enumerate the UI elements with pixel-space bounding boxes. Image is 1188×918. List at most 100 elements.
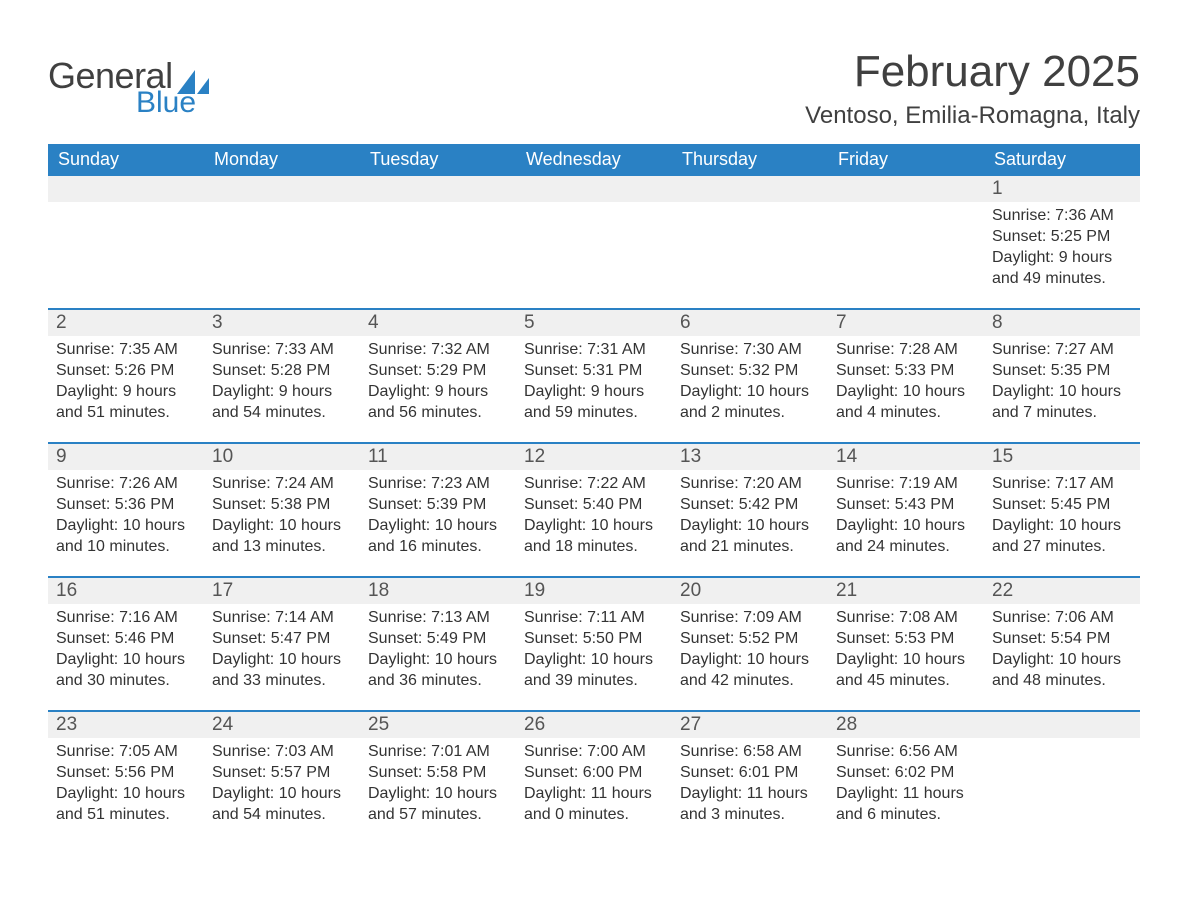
day-number: 19 — [524, 580, 545, 601]
calendar-cell — [516, 176, 672, 294]
daylight-line: Daylight: 9 hours and 56 minutes. — [368, 382, 508, 424]
day-number: 13 — [680, 446, 701, 467]
weekday-header: Saturday — [984, 144, 1140, 176]
day-body — [672, 202, 828, 210]
day-body: Sunrise: 7:13 AMSunset: 5:49 PMDaylight:… — [360, 604, 516, 695]
day-number: 1 — [992, 178, 1003, 199]
calendar-week: 1 Sunrise: 7:36 AMSunset: 5:25 PMDaylight… — [48, 176, 1140, 294]
calendar-cell: 3Sunrise: 7:33 AMSunset: 5:28 PMDaylight… — [204, 310, 360, 428]
day-number-bar: 5 — [516, 310, 672, 336]
day-body: Sunrise: 7:36 AMSunset: 5:25 PMDaylight:… — [984, 202, 1140, 293]
weekday-header: Sunday — [48, 144, 204, 176]
sunrise-line: Sunrise: 7:17 AM — [992, 474, 1132, 495]
sunset-line: Sunset: 5:28 PM — [212, 361, 352, 382]
day-number-bar: 16 — [48, 578, 204, 604]
day-number-bar: 11 — [360, 444, 516, 470]
sunset-line: Sunset: 5:40 PM — [524, 495, 664, 516]
day-number — [56, 178, 61, 199]
day-number-bar: 20 — [672, 578, 828, 604]
day-number: 10 — [212, 446, 233, 467]
sunset-line: Sunset: 5:53 PM — [836, 629, 976, 650]
sunset-line: Sunset: 5:32 PM — [680, 361, 820, 382]
day-body: Sunrise: 7:33 AMSunset: 5:28 PMDaylight:… — [204, 336, 360, 427]
day-number-bar: 12 — [516, 444, 672, 470]
day-number: 2 — [56, 312, 67, 333]
sunrise-line: Sunrise: 6:58 AM — [680, 742, 820, 763]
day-body: Sunrise: 7:26 AMSunset: 5:36 PMDaylight:… — [48, 470, 204, 561]
day-body — [48, 202, 204, 210]
sunrise-line: Sunrise: 7:33 AM — [212, 340, 352, 361]
daylight-line: Daylight: 10 hours and 54 minutes. — [212, 784, 352, 826]
day-number: 21 — [836, 580, 857, 601]
daylight-line: Daylight: 10 hours and 36 minutes. — [368, 650, 508, 692]
daylight-line: Daylight: 11 hours and 0 minutes. — [524, 784, 664, 826]
calendar-cell: 11Sunrise: 7:23 AMSunset: 5:39 PMDayligh… — [360, 444, 516, 562]
sunset-line: Sunset: 5:49 PM — [368, 629, 508, 650]
sunrise-line: Sunrise: 7:01 AM — [368, 742, 508, 763]
day-number-bar: 3 — [204, 310, 360, 336]
sunset-line: Sunset: 5:33 PM — [836, 361, 976, 382]
day-number-bar: 9 — [48, 444, 204, 470]
day-body: Sunrise: 7:08 AMSunset: 5:53 PMDaylight:… — [828, 604, 984, 695]
day-number-bar: 17 — [204, 578, 360, 604]
sunset-line: Sunset: 5:31 PM — [524, 361, 664, 382]
sunset-line: Sunset: 5:46 PM — [56, 629, 196, 650]
sunset-line: Sunset: 5:25 PM — [992, 227, 1132, 248]
day-number-bar: 26 — [516, 712, 672, 738]
calendar-cell: 5Sunrise: 7:31 AMSunset: 5:31 PMDaylight… — [516, 310, 672, 428]
day-number-bar: 8 — [984, 310, 1140, 336]
day-number-bar — [48, 176, 204, 202]
day-number: 23 — [56, 714, 77, 735]
calendar-cell — [828, 176, 984, 294]
day-body: Sunrise: 6:58 AMSunset: 6:01 PMDaylight:… — [672, 738, 828, 829]
day-number-bar: 25 — [360, 712, 516, 738]
day-number-bar — [828, 176, 984, 202]
day-body: Sunrise: 7:35 AMSunset: 5:26 PMDaylight:… — [48, 336, 204, 427]
sunrise-line: Sunrise: 7:23 AM — [368, 474, 508, 495]
calendar-cell — [984, 712, 1140, 830]
day-number-bar: 23 — [48, 712, 204, 738]
day-body: Sunrise: 7:11 AMSunset: 5:50 PMDaylight:… — [516, 604, 672, 695]
day-body — [828, 202, 984, 210]
calendar-cell — [360, 176, 516, 294]
sunset-line: Sunset: 5:57 PM — [212, 763, 352, 784]
daylight-line: Daylight: 10 hours and 42 minutes. — [680, 650, 820, 692]
day-number: 6 — [680, 312, 691, 333]
daylight-line: Daylight: 10 hours and 4 minutes. — [836, 382, 976, 424]
sunset-line: Sunset: 5:50 PM — [524, 629, 664, 650]
sunrise-line: Sunrise: 7:22 AM — [524, 474, 664, 495]
calendar-cell — [48, 176, 204, 294]
sunrise-line: Sunrise: 7:06 AM — [992, 608, 1132, 629]
calendar-cell — [204, 176, 360, 294]
sunset-line: Sunset: 6:01 PM — [680, 763, 820, 784]
sunrise-line: Sunrise: 7:19 AM — [836, 474, 976, 495]
daylight-line: Daylight: 10 hours and 27 minutes. — [992, 516, 1132, 558]
weekday-header-row: SundayMondayTuesdayWednesdayThursdayFrid… — [48, 144, 1140, 176]
calendar-cell: 26Sunrise: 7:00 AMSunset: 6:00 PMDayligh… — [516, 712, 672, 830]
day-body: Sunrise: 7:16 AMSunset: 5:46 PMDaylight:… — [48, 604, 204, 695]
sunrise-line: Sunrise: 7:11 AM — [524, 608, 664, 629]
calendar-cell: 22Sunrise: 7:06 AMSunset: 5:54 PMDayligh… — [984, 578, 1140, 696]
day-number-bar: 15 — [984, 444, 1140, 470]
day-number — [524, 178, 529, 199]
calendar-cell: 19 Sunrise: 7:11 AMSunset: 5:50 PMDayligh… — [516, 578, 672, 696]
sunset-line: Sunset: 5:29 PM — [368, 361, 508, 382]
calendar-cell: 13Sunrise: 7:20 AMSunset: 5:42 PMDayligh… — [672, 444, 828, 562]
calendar-week: 2 Sunrise: 7:35 AMSunset: 5:26 PMDaylight… — [48, 308, 1140, 428]
sunrise-line: Sunrise: 7:13 AM — [368, 608, 508, 629]
day-number-bar: 2 — [48, 310, 204, 336]
day-number: 22 — [992, 580, 1013, 601]
daylight-line: Daylight: 10 hours and 33 minutes. — [212, 650, 352, 692]
day-body: Sunrise: 7:03 AMSunset: 5:57 PMDaylight:… — [204, 738, 360, 829]
day-body: Sunrise: 7:09 AMSunset: 5:52 PMDaylight:… — [672, 604, 828, 695]
sunset-line: Sunset: 5:45 PM — [992, 495, 1132, 516]
day-number-bar — [516, 176, 672, 202]
sunset-line: Sunset: 5:39 PM — [368, 495, 508, 516]
sunset-line: Sunset: 5:47 PM — [212, 629, 352, 650]
day-number: 15 — [992, 446, 1013, 467]
day-number-bar: 28 — [828, 712, 984, 738]
daylight-line: Daylight: 9 hours and 51 minutes. — [56, 382, 196, 424]
day-number-bar: 14 — [828, 444, 984, 470]
calendar-cell: 12Sunrise: 7:22 AMSunset: 5:40 PMDayligh… — [516, 444, 672, 562]
day-body — [984, 738, 1140, 746]
